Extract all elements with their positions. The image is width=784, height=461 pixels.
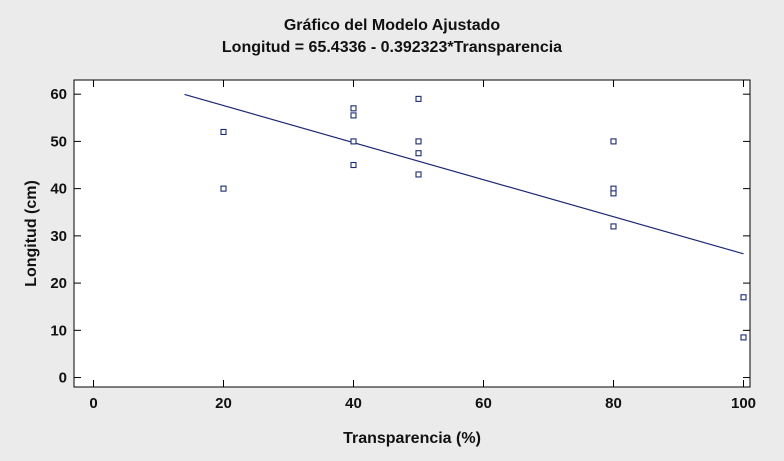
data-point (610, 190, 617, 197)
plot-area (73, 79, 751, 388)
data-point (220, 128, 227, 136)
y-tick-label: 30 (50, 228, 67, 245)
data-point (610, 223, 617, 230)
data-point (610, 138, 617, 145)
data-point (740, 294, 747, 301)
x-tick-label: 100 (731, 395, 756, 412)
x-tick-label: 80 (605, 395, 622, 412)
y-tick-label: 10 (50, 322, 67, 339)
data-point (350, 105, 357, 112)
y-tick-label: 0 (59, 370, 67, 387)
data-point (350, 112, 357, 119)
data-point (415, 150, 422, 157)
y-tick-label: 60 (50, 86, 67, 103)
x-tick-label: 60 (475, 395, 492, 412)
y-axis-label: Longitud (cm) (23, 180, 40, 287)
y-tick-label: 50 (50, 133, 67, 150)
data-points (220, 95, 747, 341)
data-point (350, 161, 357, 169)
chart-subtitle: Longitud = 65.4336 - 0.392323*Transparen… (221, 39, 563, 56)
x-tick-label: 0 (89, 395, 97, 412)
x-tick-label: 40 (345, 395, 362, 412)
y-tick-label: 20 (50, 275, 67, 292)
data-point (740, 334, 747, 341)
data-point (415, 138, 422, 145)
data-point (220, 185, 227, 192)
x-tick-label: 20 (215, 395, 232, 412)
data-point (415, 95, 422, 102)
y-tick-label: 40 (50, 181, 67, 198)
x-axis: 0 20 40 60 80 100 (89, 80, 756, 412)
data-point (350, 138, 357, 145)
y-axis: 0 10 20 30 40 50 60 (50, 86, 750, 387)
fitted-regression-line (184, 93, 744, 255)
data-point (415, 171, 422, 178)
x-axis-label: Transparencia (%) (343, 430, 481, 447)
chart-title: Gráfico del Modelo Ajustado (283, 17, 501, 34)
